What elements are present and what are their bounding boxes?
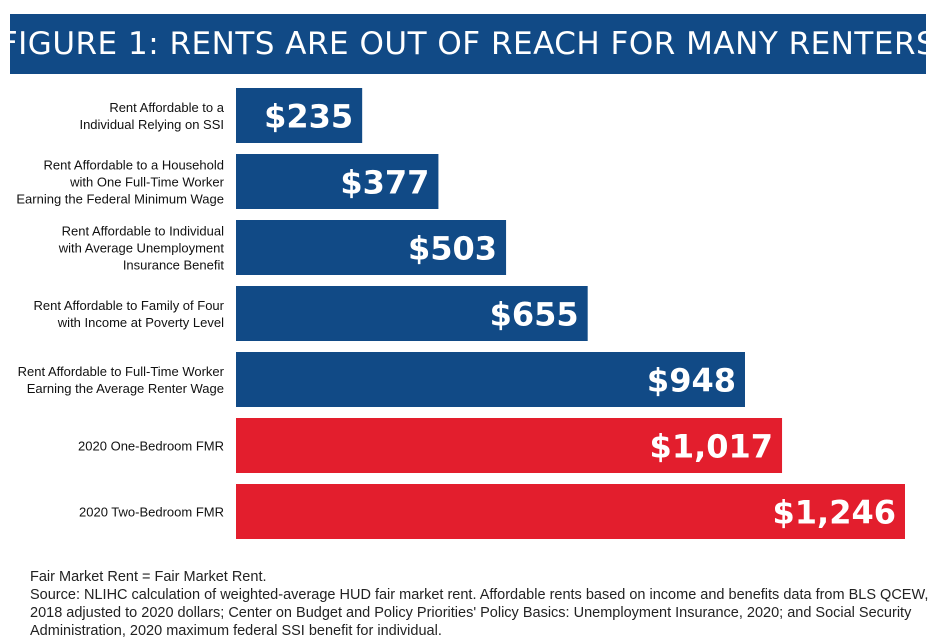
bar-5 (236, 418, 783, 473)
category-label-line: Insurance Benefit (123, 258, 225, 273)
category-label-line: Rent Affordable to a Household (44, 158, 224, 173)
category-label-line: Rent Affordable to Individual (62, 224, 224, 239)
category-label-line: Rent Affordable to Family of Four (33, 298, 224, 313)
category-label-line: with Average Unemployment (58, 241, 225, 256)
category-label-line: Earning the Average Renter Wage (27, 381, 224, 396)
category-label-0: Rent Affordable to a Individual Relying o… (79, 100, 224, 132)
title-banner: FIGURE 1: RENTS ARE OUT OF REACH FOR MAN… (0, 14, 936, 74)
bar-value-label-4: $948 (647, 362, 736, 400)
bar-3 (236, 286, 588, 341)
bar-value-label-5: $1,017 (650, 428, 773, 466)
category-label-1: Rent Affordable to a Household with One F… (16, 158, 224, 207)
footnotes: Fair Market Rent = Fair Market Rent. Sou… (30, 568, 930, 640)
bar-value-label-0: $235 (264, 98, 353, 136)
bar-value-label-1: $377 (340, 164, 429, 202)
category-label-line: with One Full-Time Worker (69, 175, 225, 190)
category-label-line: Rent Affordable to Full-Time Worker (18, 364, 225, 379)
category-label-line: 2020 Two-Bedroom FMR (79, 505, 224, 520)
bar-4 (236, 352, 745, 407)
category-label-5: 2020 One-Bedroom FMR (78, 439, 224, 454)
footnote-definition: Fair Market Rent = Fair Market Rent. (30, 569, 267, 585)
bar-2 (236, 220, 507, 275)
category-label-line: Individual Relying on SSI (79, 117, 224, 132)
category-label-4: Rent Affordable to Full-Time Worker Earni… (18, 364, 225, 396)
category-label-3: Rent Affordable to Family of Four with In… (33, 298, 224, 330)
bar-value-label-2: $503 (408, 230, 497, 268)
bar-value-label-6: $1,246 (773, 494, 896, 532)
footnote-source: Source: NLIHC calculation of weighted-av… (30, 587, 933, 639)
category-label-line: Rent Affordable to a (109, 100, 224, 115)
category-label-6: 2020 Two-Bedroom FMR (79, 505, 224, 520)
bar-6 (236, 484, 905, 539)
bar-0 (236, 88, 363, 143)
bar-value-label-3: $655 (490, 296, 579, 334)
category-label-2: Rent Affordable to Individual with Averag… (58, 224, 225, 273)
bar-chart: $235 Rent Affordable to a Individual Relyi… (16, 88, 905, 539)
category-label-line: with Income at Poverty Level (57, 315, 224, 330)
chart-title: FIGURE 1: RENTS ARE OUT OF REACH FOR MAN… (0, 26, 936, 62)
bar-1 (236, 154, 439, 209)
category-label-line: 2020 One-Bedroom FMR (78, 439, 224, 454)
category-label-line: Earning the Federal Minimum Wage (16, 192, 224, 207)
